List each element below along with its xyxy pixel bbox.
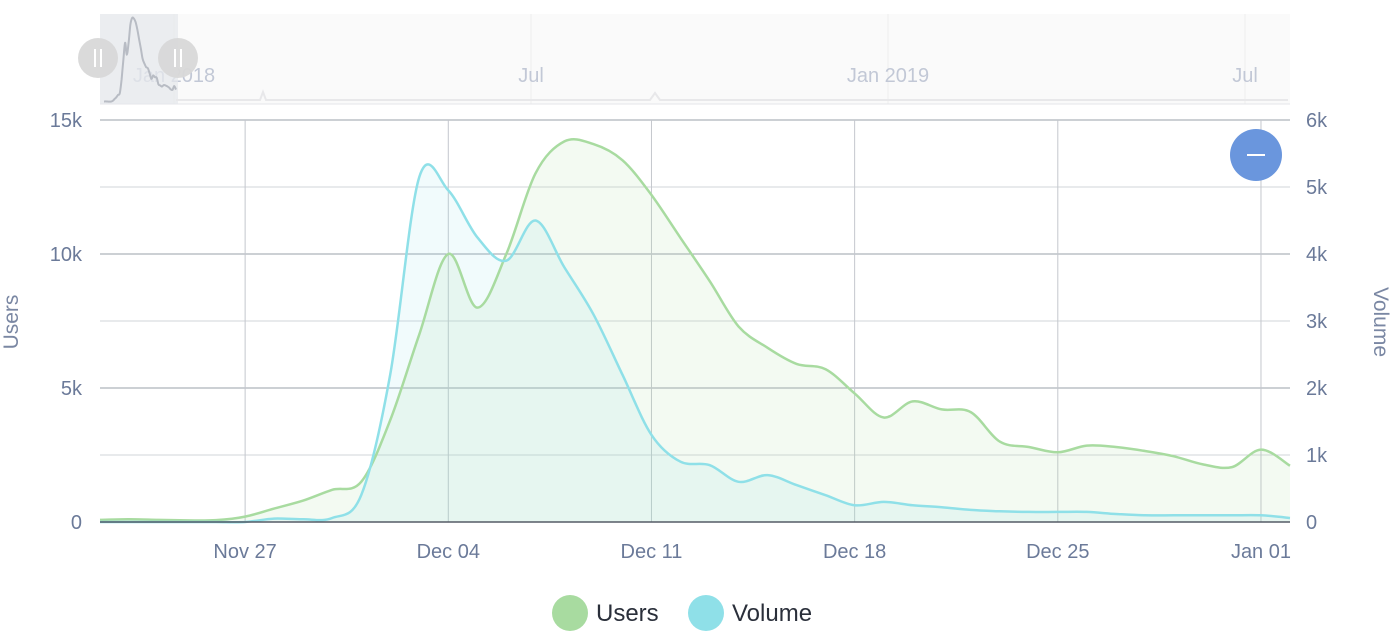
x-tick-label: Dec 04: [417, 541, 480, 563]
navigator-handle-right[interactable]: [158, 38, 198, 78]
y-tick-label-right: 2k: [1306, 378, 1328, 400]
users-area: [100, 139, 1290, 522]
y-axis-left-title: Users: [0, 295, 23, 350]
legend-label-volume: Volume: [732, 600, 812, 627]
y-tick-label-right: 3k: [1306, 311, 1328, 333]
users-line: [99, 138, 1291, 522]
y-axis-right-ticks: 0 1k 2k 3k 4k 5k 6k: [1306, 110, 1328, 534]
legend: Users Volume: [552, 595, 812, 631]
y-tick-label-left: 10k: [50, 244, 83, 266]
navigator-baseline: [176, 89, 1288, 101]
y-tick-label-right: 0: [1306, 512, 1317, 534]
legend-item-users[interactable]: Users: [552, 595, 659, 631]
x-tick-label: Nov 27: [213, 541, 276, 563]
legend-item-volume[interactable]: Volume: [688, 595, 812, 631]
x-tick-label: Dec 18: [823, 541, 886, 563]
legend-label-users: Users: [596, 600, 659, 627]
y-tick-label-left: 15k: [50, 110, 83, 132]
y-tick-label-left: 5k: [61, 378, 83, 400]
x-tick-label: Dec 25: [1026, 541, 1089, 563]
navigator-background: [100, 14, 1290, 104]
y-tick-label-right: 4k: [1306, 244, 1328, 266]
y-axis-right-title: Volume: [1369, 287, 1392, 357]
y-tick-label-right: 5k: [1306, 177, 1328, 199]
y-axis-left-ticks: 0 5k 10k 15k: [50, 110, 83, 534]
reset-zoom-button[interactable]: [1230, 129, 1282, 181]
y-tick-label-left: 0: [71, 512, 82, 534]
navigator-series-line: [103, 16, 177, 103]
volume-line: [100, 163, 1291, 524]
legend-swatch-users: [552, 595, 588, 631]
x-axis-ticks: Nov 27 Dec 04 Dec 11 Dec 18 Dec 25 Jan 01: [213, 541, 1291, 563]
navigator-label: Jan 2019: [847, 65, 929, 87]
navigator-handle-left[interactable]: [78, 38, 118, 78]
legend-swatch-volume: [688, 595, 724, 631]
plot-area: [99, 119, 1291, 524]
volume-area: [100, 164, 1290, 523]
y-tick-label-right: 6k: [1306, 110, 1328, 132]
grid-lines: [100, 119, 1290, 522]
navigator-label: Jul: [518, 65, 544, 87]
x-tick-label: Jan 01: [1231, 541, 1291, 563]
x-tick-label: Dec 11: [621, 541, 683, 563]
y-tick-label-right: 1k: [1306, 445, 1328, 467]
navigator-label: Jul: [1232, 65, 1258, 87]
